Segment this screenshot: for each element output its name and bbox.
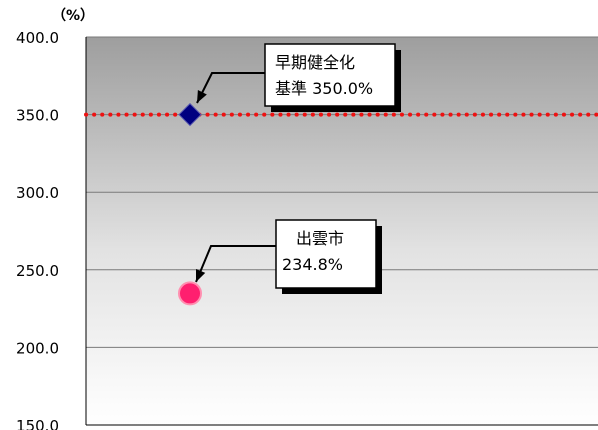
callout-box (264, 43, 396, 107)
y-tick-label: 200.0 (16, 339, 59, 357)
callout-arrowhead (197, 90, 207, 103)
callout-text: 基準 350.0% (275, 79, 373, 98)
y-tick-label: 250.0 (16, 262, 59, 280)
markers (178, 102, 202, 306)
y-tick-label: 400.0 (16, 29, 59, 47)
callout-leader (195, 245, 276, 283)
y-tick-label: 150.0 (16, 417, 59, 430)
data-point-circle (178, 281, 202, 306)
callout-text: 早期健全化 (275, 53, 355, 72)
callout-box (275, 219, 377, 289)
y-tick-label: 350.0 (16, 107, 59, 125)
callout-text: 234.8% (282, 255, 343, 274)
data-point-diamond (178, 102, 202, 127)
callout-text: 出雲市 (296, 229, 344, 248)
callout-arrowhead (196, 269, 206, 282)
y-tick-labels: 150.0 200.0 250.0 300.0 350.0 400.0 (16, 29, 59, 430)
y-tick-label: 300.0 (16, 184, 59, 202)
y-unit-label: （%） (52, 8, 94, 24)
